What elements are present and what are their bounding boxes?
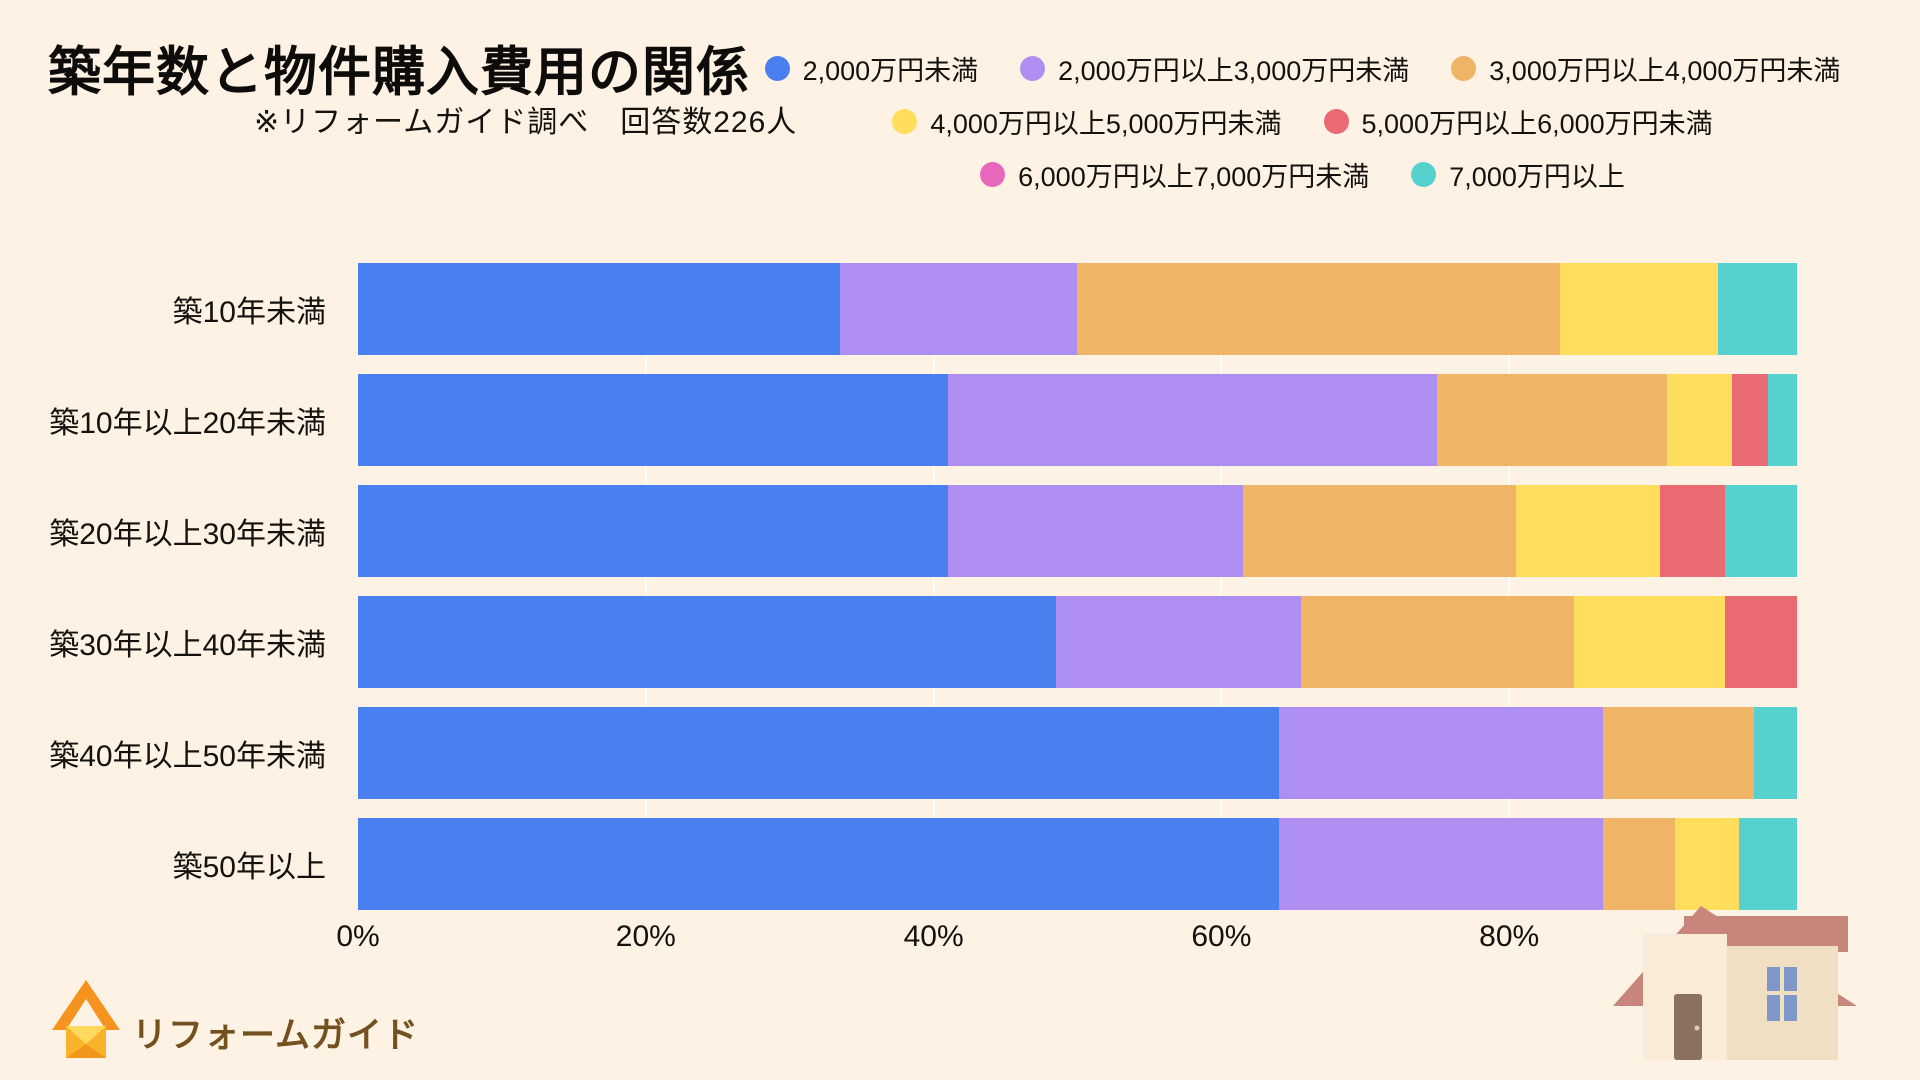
legend-row: 2,000万円未満 2,000万円以上3,000万円未満 3,000万円以上4,00… bbox=[690, 44, 1915, 92]
bar-segment bbox=[1725, 485, 1797, 577]
percent-axis: 0%20%40%60%80%100% bbox=[336, 920, 1835, 960]
house-illustration bbox=[1613, 906, 1857, 1060]
category-label: 築30年以上40年未満 bbox=[49, 629, 326, 662]
bar-segment bbox=[1725, 596, 1797, 688]
reform-guide-logo-text: リフォームガイド bbox=[132, 1015, 419, 1055]
bar-segment bbox=[1559, 263, 1718, 355]
legend-label: 5,000万円以上6,000万円未満 bbox=[1361, 108, 1713, 139]
bar-segment bbox=[947, 485, 1243, 577]
house-door-handle bbox=[1694, 1025, 1700, 1031]
bar-segment bbox=[1768, 374, 1797, 466]
legend-dot-icon bbox=[980, 161, 1006, 187]
bar-row bbox=[358, 707, 1797, 799]
house-door bbox=[1674, 994, 1702, 1060]
bar-segment bbox=[1437, 374, 1668, 466]
bar-segment bbox=[358, 818, 1279, 910]
bar-segment bbox=[1242, 485, 1517, 577]
legend-label: 6,000万円以上7,000万円未満 bbox=[1018, 161, 1370, 192]
legend-item: 3,000万円以上4,000万円未満 bbox=[1451, 49, 1840, 88]
legend-label: 2,000万円未満 bbox=[802, 55, 979, 86]
bar-row bbox=[358, 596, 1797, 688]
bar-row bbox=[358, 263, 1797, 355]
chart-legend: 2,000万円未満 2,000万円以上3,000万円未満 3,000万円以上4,00… bbox=[690, 44, 1915, 198]
bar-segment bbox=[1753, 707, 1797, 799]
legend-dot-icon bbox=[1411, 161, 1437, 187]
legend-item: 2,000万円未満 bbox=[764, 49, 979, 88]
legend-item: 2,000万円以上3,000万円未満 bbox=[1020, 49, 1409, 88]
bar-segment bbox=[1667, 374, 1733, 466]
gridline bbox=[1508, 263, 1511, 910]
gridline bbox=[932, 263, 935, 910]
category-label: 築20年以上30年未満 bbox=[49, 518, 326, 551]
page-title: 築年数と物件購入費用の関係 bbox=[48, 43, 750, 102]
legend-label: 4,000万円以上5,000万円未満 bbox=[930, 108, 1282, 139]
bar-segment bbox=[947, 374, 1438, 466]
x-tick-label: 40% bbox=[903, 920, 964, 953]
reform-guide-logo: リフォームガイド bbox=[48, 978, 419, 1060]
legend-label: 2,000万円以上3,000万円未満 bbox=[1058, 55, 1410, 86]
x-tick-label: 60% bbox=[1191, 920, 1252, 953]
legend-dot-icon bbox=[892, 108, 918, 134]
legend-dot-icon bbox=[764, 55, 790, 81]
bar-segment bbox=[840, 263, 1078, 355]
bar-segment bbox=[1573, 596, 1726, 688]
category-label: 築40年以上50年未満 bbox=[49, 740, 326, 773]
bar-segment bbox=[1077, 263, 1560, 355]
x-tick-label: 0% bbox=[336, 920, 380, 953]
bar-segment bbox=[1660, 485, 1726, 577]
bar-segment bbox=[1516, 485, 1661, 577]
legend-label: 3,000万円以上4,000万円未満 bbox=[1489, 55, 1841, 86]
bar-segment bbox=[1717, 263, 1797, 355]
legend-item: 5,000万円以上6,000万円未満 bbox=[1323, 102, 1713, 141]
bar-segment bbox=[358, 263, 841, 355]
bar-segment bbox=[1300, 596, 1574, 688]
bar-row bbox=[358, 374, 1797, 466]
category-label: 築50年以上 bbox=[172, 851, 326, 884]
legend-label: 7,000万円以上 bbox=[1449, 161, 1625, 192]
legend-row: 4,000万円以上5,000万円未満 5,000万円以上6,000万円未満 bbox=[690, 97, 1915, 145]
x-tick-label: 80% bbox=[1479, 920, 1540, 953]
reform-guide-logo-icon bbox=[52, 980, 120, 1058]
bar-row bbox=[358, 818, 1797, 910]
bar-segment bbox=[358, 596, 1056, 688]
bar-segment bbox=[1602, 707, 1754, 799]
bar-segment bbox=[358, 485, 948, 577]
legend-dot-icon bbox=[1323, 108, 1349, 134]
bar-segment bbox=[1732, 374, 1769, 466]
legend-item: 4,000万円以上5,000万円未満 bbox=[892, 102, 1282, 141]
category-label: 築10年未満 bbox=[172, 296, 326, 329]
gridline bbox=[1220, 263, 1223, 910]
bar-segment bbox=[1602, 818, 1675, 910]
legend-row: 6,000万円以上7,000万円未満 7,000万円以上 bbox=[690, 150, 1915, 198]
bar-segment bbox=[1278, 818, 1603, 910]
bar-segment bbox=[1278, 707, 1603, 799]
category-label: 築10年以上20年未満 bbox=[49, 407, 326, 440]
stacked-bar-chart bbox=[358, 263, 1797, 910]
bar-segment bbox=[1055, 596, 1301, 688]
category-axis: 築10年未満 築10年以上20年未満 築20年以上30年未満 築30年以上40年未満築… bbox=[0, 263, 342, 910]
bar-segment bbox=[1739, 818, 1797, 910]
bar-segment bbox=[358, 374, 948, 466]
bar-segment bbox=[1674, 818, 1740, 910]
bar-segment bbox=[358, 707, 1279, 799]
legend-item: 6,000万円以上7,000万円未満 bbox=[980, 155, 1369, 194]
bar-row bbox=[358, 485, 1797, 577]
gridline bbox=[644, 263, 647, 910]
x-tick-label: 20% bbox=[615, 920, 676, 953]
legend-item: 7,000万円以上 bbox=[1411, 155, 1625, 194]
page-subtitle: ※リフォームガイド調べ 回答数226人 bbox=[254, 106, 798, 139]
legend-dot-icon bbox=[1451, 55, 1477, 81]
legend-dot-icon bbox=[1020, 55, 1046, 81]
